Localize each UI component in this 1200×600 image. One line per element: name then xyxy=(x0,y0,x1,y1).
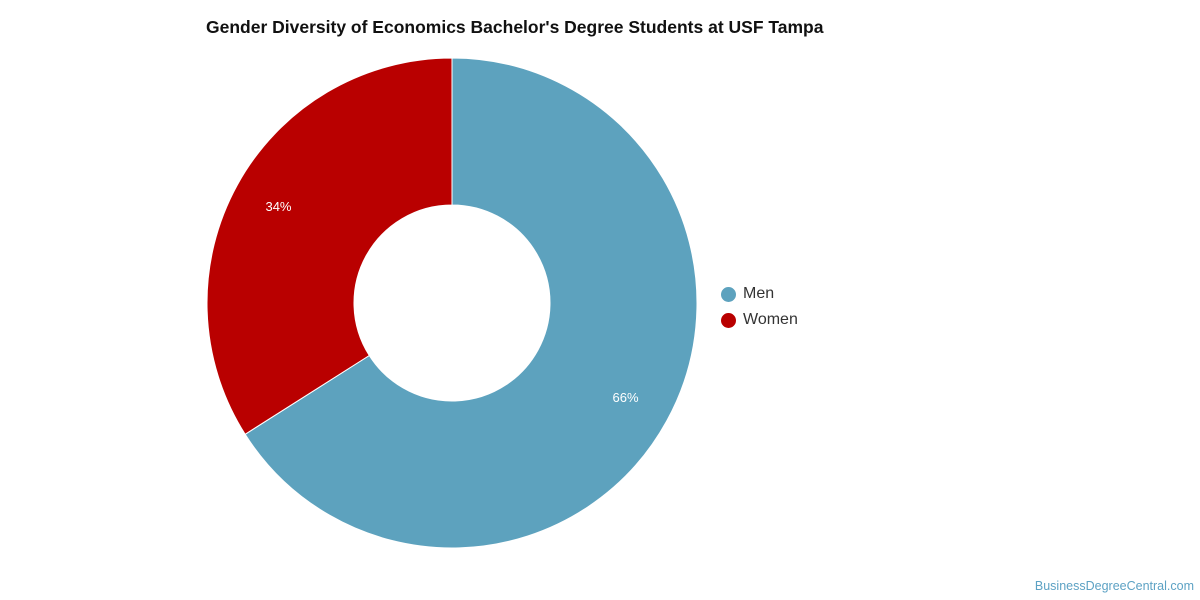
legend-swatch-men xyxy=(721,286,736,302)
chart-title: Gender Diversity of Economics Bachelor's… xyxy=(206,17,824,37)
data-label-men: 66% xyxy=(612,390,638,405)
donut-slice-men[interactable] xyxy=(244,57,698,549)
legend-label-men: Men xyxy=(743,285,775,302)
data-label-women: 34% xyxy=(265,199,291,214)
source-link[interactable]: BusinessDegreeCentral.com xyxy=(1034,579,1194,593)
donut-slices xyxy=(206,57,698,549)
legend-swatch-women xyxy=(721,312,736,328)
legend: Men Women xyxy=(721,281,798,333)
slice-labels: 66% 34% xyxy=(265,199,638,405)
legend-item-women[interactable]: Women xyxy=(721,307,798,333)
legend-item-men[interactable]: Men xyxy=(721,281,798,307)
legend-label-women: Women xyxy=(743,311,798,328)
donut-slice-women[interactable] xyxy=(206,57,453,435)
